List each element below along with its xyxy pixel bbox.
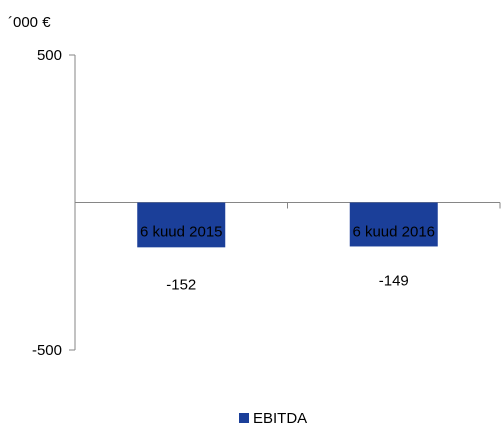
legend-swatch bbox=[239, 413, 249, 423]
data-label: -152 bbox=[166, 277, 196, 294]
unit-label: ´000 € bbox=[8, 14, 51, 31]
bar-2 bbox=[349, 202, 438, 247]
category-label: 6 kuud 2016 bbox=[352, 224, 435, 241]
bar-1 bbox=[137, 202, 226, 248]
category-label: 6 kuud 2015 bbox=[140, 224, 223, 241]
legend-label: EBITDA bbox=[253, 410, 307, 426]
y-tick-label: -500 bbox=[32, 342, 62, 359]
y-tick-label: 500 bbox=[37, 47, 62, 64]
data-label: -149 bbox=[379, 273, 409, 290]
